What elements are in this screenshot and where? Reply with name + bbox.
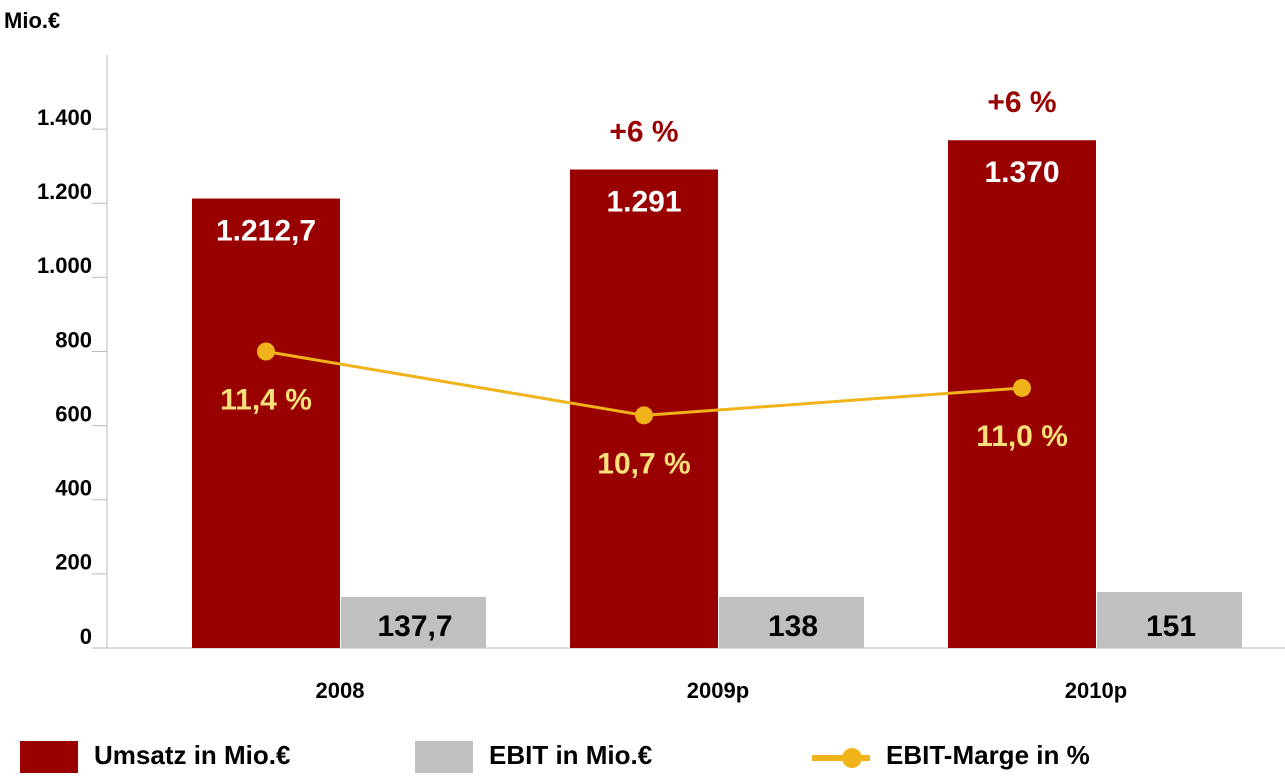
- value-label: 138: [768, 610, 818, 643]
- legend-label: EBIT in Mio.€: [489, 740, 652, 770]
- y-axis-label: Mio.€: [4, 8, 60, 33]
- annotation: +6 %: [609, 115, 678, 148]
- y-tick-label: 0: [80, 624, 92, 649]
- line-point: [635, 406, 653, 425]
- x-tick-label: 2010p: [1065, 678, 1127, 703]
- y-tick-label: 400: [55, 476, 92, 501]
- bar: [719, 596, 864, 648]
- value-label: 151: [1146, 610, 1196, 643]
- x-tick-label: 2009p: [687, 678, 749, 703]
- value-label: 137,7: [377, 610, 452, 643]
- y-tick-label: 600: [55, 401, 92, 426]
- legend-label: EBIT-Marge in %: [886, 740, 1090, 770]
- bar: [1097, 592, 1242, 648]
- line-point: [1013, 378, 1031, 397]
- bar: [341, 596, 486, 648]
- legend-swatch: [842, 748, 862, 768]
- value-label: 10,7 %: [597, 447, 690, 480]
- y-tick-label: 1.400: [37, 105, 92, 130]
- x-tick-label: 2008: [316, 678, 365, 703]
- legend-swatch: [20, 741, 78, 773]
- bar: [192, 198, 340, 648]
- annotation: +6 %: [987, 86, 1056, 119]
- value-label: 1.291: [606, 185, 681, 218]
- y-tick-label: 1.000: [37, 253, 92, 278]
- legend-label: Umsatz in Mio.€: [94, 740, 290, 770]
- line-point: [257, 342, 275, 361]
- value-label: 1.212,7: [216, 214, 316, 247]
- y-tick-label: 200: [55, 550, 92, 575]
- y-tick-label: 800: [55, 327, 92, 352]
- legend-swatch: [415, 741, 473, 773]
- value-label: 1.370: [984, 156, 1059, 189]
- value-label: 11,0 %: [976, 420, 1068, 453]
- y-tick-label: 1.200: [37, 179, 92, 204]
- value-label: 11,4 %: [220, 383, 312, 416]
